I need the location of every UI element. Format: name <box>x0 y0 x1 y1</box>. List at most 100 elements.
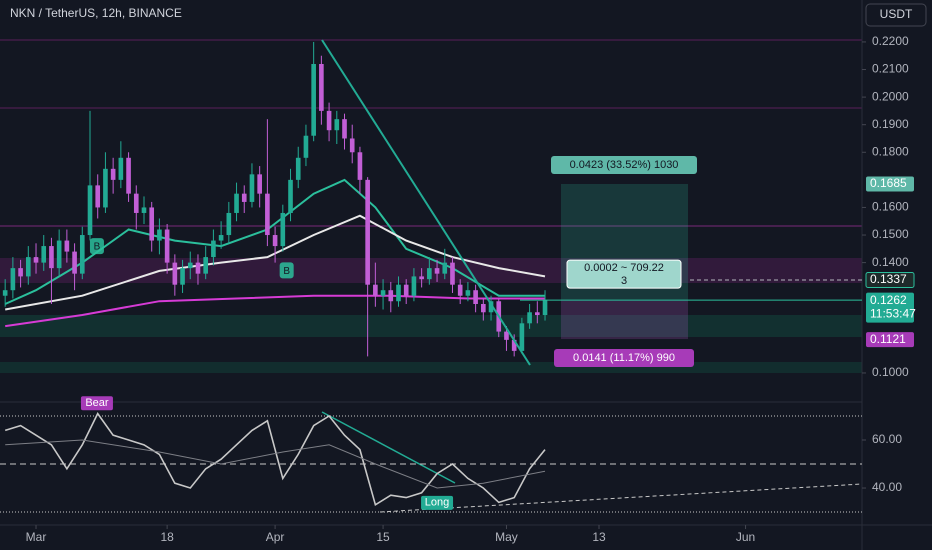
candle-body <box>488 301 494 313</box>
candle-body <box>396 284 401 302</box>
x-tick-label: Mar <box>26 530 47 544</box>
candle-body <box>534 312 540 316</box>
candle-body <box>419 276 424 280</box>
signal-marker <box>89 238 104 255</box>
label-box <box>554 349 694 368</box>
price-tag <box>866 176 914 192</box>
price-tag-label: 0.1337 <box>870 272 907 286</box>
candle-body <box>334 119 340 131</box>
candle-body <box>342 119 347 139</box>
candle-body <box>157 229 162 241</box>
candle-body <box>380 290 386 296</box>
label-box <box>551 156 697 174</box>
y-tick-label: 0.1900 <box>872 117 909 131</box>
y-tick-label: 0.2000 <box>872 89 909 103</box>
candle-body <box>195 262 201 274</box>
candle-body <box>87 185 93 236</box>
x-tick-label: Apr <box>266 530 285 544</box>
candle-body <box>110 168 116 180</box>
price-tag <box>865 272 915 288</box>
support-zone <box>0 362 862 373</box>
moving-average <box>5 294 545 328</box>
y-tick-label: 0.1400 <box>872 255 909 269</box>
signal-marker <box>279 262 294 279</box>
candle-body <box>172 262 178 285</box>
candle-body <box>295 157 301 180</box>
candle-body <box>41 246 47 263</box>
candle-body <box>288 179 293 213</box>
marks <box>2 41 548 357</box>
candle-body <box>64 240 70 252</box>
candle-body <box>249 174 255 202</box>
candle-body <box>457 284 463 296</box>
candle-body <box>133 193 139 213</box>
candle-body <box>218 235 224 241</box>
annotation-label: Long <box>425 497 449 509</box>
candle-body <box>265 193 270 236</box>
price-tag <box>866 293 914 309</box>
candle-body <box>149 207 155 241</box>
candle-body <box>303 135 309 158</box>
x-tick-label: 18 <box>160 530 174 544</box>
price-tag-label: 0.1262 <box>870 293 907 307</box>
candle-body <box>95 185 101 208</box>
entry-label: 0.0002 ~ 709.22 <box>584 262 664 274</box>
candle-body <box>349 138 355 153</box>
divergence-line <box>321 411 456 484</box>
candle-body <box>519 323 525 351</box>
candle-body <box>203 257 208 274</box>
annotation-box <box>421 495 454 510</box>
candle-body <box>241 193 247 202</box>
candle-body <box>10 268 16 291</box>
candle-body <box>473 290 478 304</box>
rsi-trend-line <box>379 483 863 513</box>
y-tick-label: 0.1000 <box>872 365 909 379</box>
rsi-line <box>4 412 546 507</box>
signal-label: B <box>94 242 101 253</box>
candle-body <box>357 152 363 180</box>
entry-label: 3 <box>621 275 627 287</box>
x-tick-label: May <box>495 530 518 544</box>
candle-body <box>141 207 147 213</box>
x-tick-label: Jun <box>736 530 755 544</box>
candle-body <box>49 246 54 269</box>
target-label: 0.0423 (33.52%) 1030 <box>570 159 679 171</box>
y-tick-label: 0.1600 <box>872 200 909 214</box>
candle-body <box>33 257 39 263</box>
candle-body <box>411 276 417 296</box>
rsi-line <box>5 439 546 489</box>
candle-body <box>427 268 432 280</box>
candle-body <box>2 290 8 296</box>
price-tag-label: 0.1685 <box>870 176 907 190</box>
candle-body <box>272 235 278 247</box>
x-tick-label: 13 <box>592 530 606 544</box>
candle-body <box>118 157 124 180</box>
candle-body <box>72 251 77 274</box>
currency-button[interactable] <box>865 3 927 27</box>
candle-body <box>234 193 239 213</box>
annotation-label: Bear <box>85 397 109 409</box>
candle-body <box>25 257 31 277</box>
candle-body <box>481 304 486 313</box>
candle-body <box>187 262 193 269</box>
stop-label: 0.0141 (11.17%) 990 <box>573 352 675 364</box>
trend-line <box>321 39 531 366</box>
y-tick-label: 40.00 <box>872 480 902 494</box>
price-tag <box>866 332 914 348</box>
candle-body <box>56 240 62 269</box>
currency-label[interactable]: USDT <box>880 7 913 21</box>
candle-body <box>18 268 23 277</box>
candle-body <box>365 179 370 285</box>
candle-body <box>326 110 332 131</box>
price-tag-label: 0.1121 <box>870 332 906 346</box>
chart-title: NKN / TetherUS, 12h, BINANCE <box>10 6 182 20</box>
annotation-box <box>80 396 113 411</box>
candle-body <box>504 331 509 340</box>
candle-body <box>388 290 394 302</box>
candle-body <box>442 262 448 274</box>
candle-body <box>465 290 471 296</box>
candle-body <box>226 212 232 236</box>
label-box <box>566 259 682 289</box>
